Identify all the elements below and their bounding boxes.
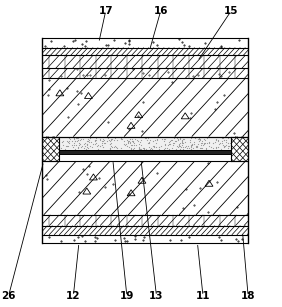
Text: 19: 19 [120,291,134,301]
Text: 26: 26 [1,291,16,301]
Text: 11: 11 [196,291,210,301]
Bar [42,226,248,235]
Text: 17: 17 [98,6,113,16]
Bar [42,235,248,243]
Text: 12: 12 [66,291,81,301]
Bar [42,137,59,161]
Text: 16: 16 [153,6,168,16]
Bar [42,215,248,226]
Bar [42,38,248,48]
Bar [42,55,248,68]
Text: 15: 15 [224,6,239,16]
Bar [42,68,248,78]
Bar [231,137,248,161]
Bar [42,161,248,215]
Bar [42,48,248,55]
Text: 13: 13 [149,291,164,301]
Bar [59,150,231,154]
Bar [59,137,231,150]
Bar [42,78,248,137]
Text: 18: 18 [241,291,255,301]
